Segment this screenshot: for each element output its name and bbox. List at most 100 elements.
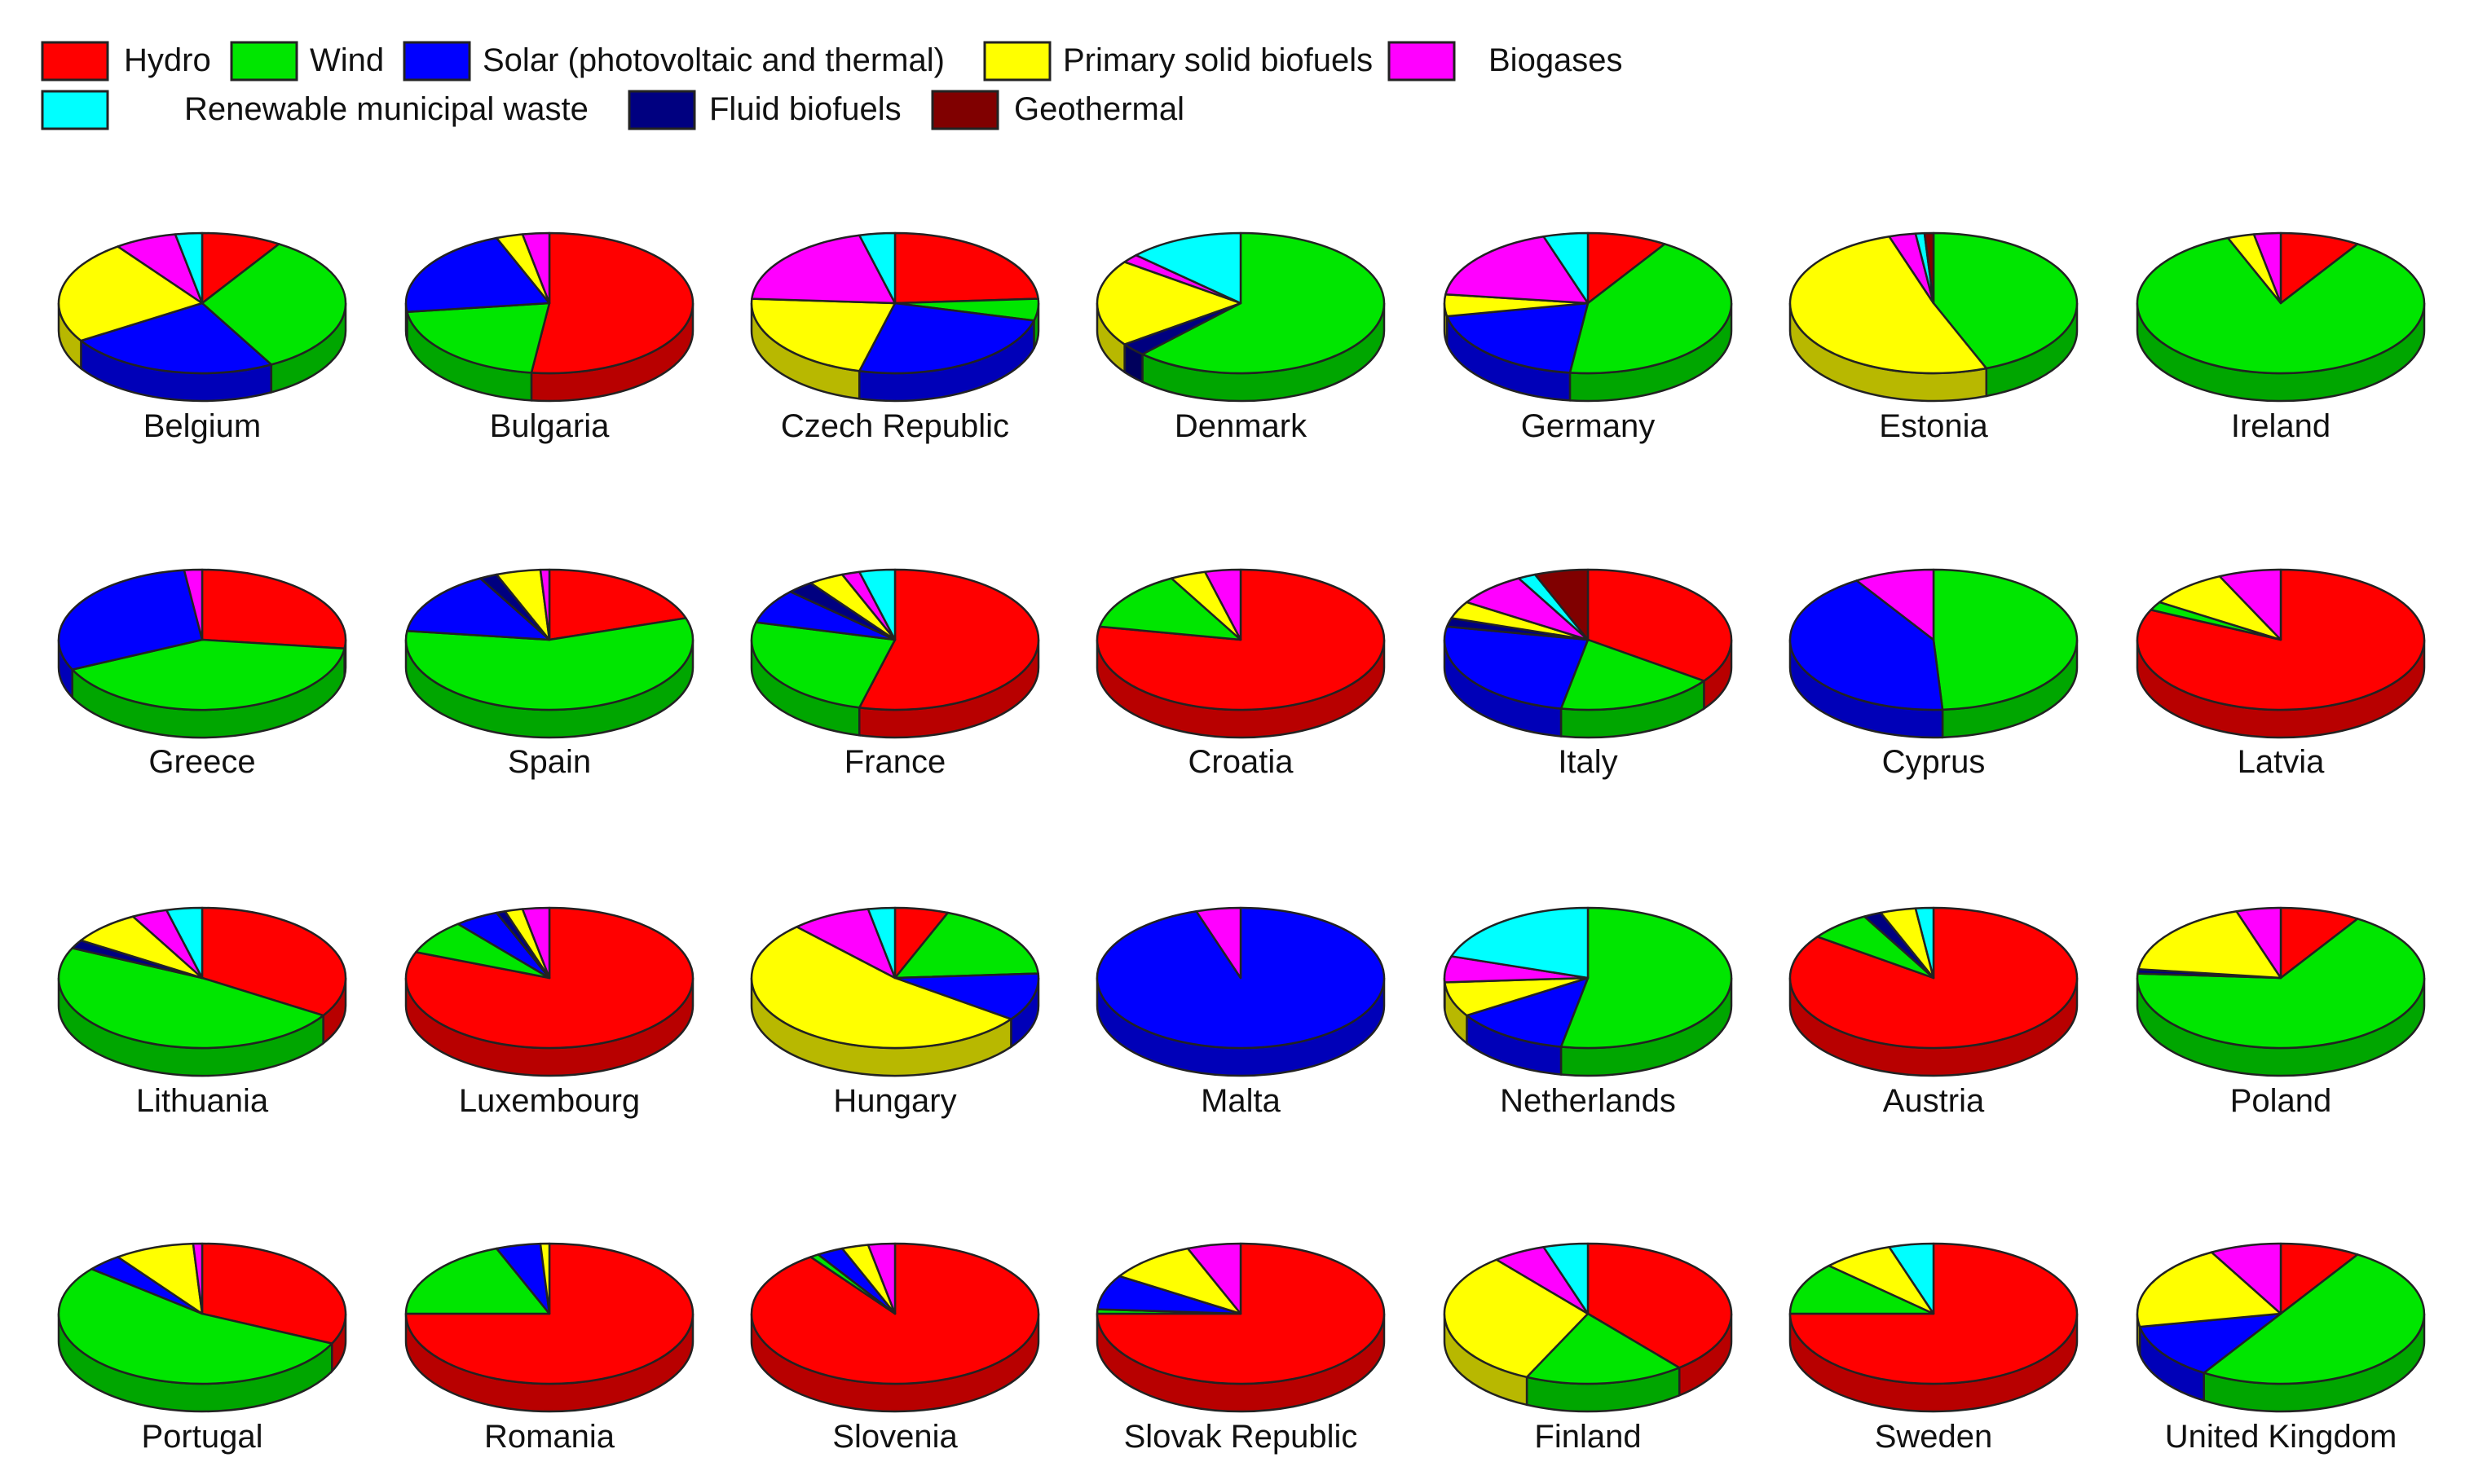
pie-label: Austria: [1883, 1083, 1985, 1119]
pie-slice-biogases: [1444, 235, 1590, 305]
pie-united-kingdom: United Kingdom: [2136, 1242, 2426, 1455]
pie-slice-hydro: [201, 1242, 347, 1345]
pie-bulgaria: Bulgaria: [404, 231, 695, 444]
pie-slice-hydro: [530, 231, 695, 375]
pie-slice-solar-photovoltaic-and-thermal: [80, 302, 273, 375]
pie-slice-geothermal: [1923, 231, 1935, 305]
pie-label: Belgium: [143, 408, 262, 444]
pie-slice-renewable-municipal-waste: [858, 231, 897, 305]
pie-slice-renewable-municipal-waste: [174, 231, 204, 305]
pie-label: Malta: [1201, 1083, 1281, 1119]
pie-slice-primary-solid-biofuels: [57, 245, 204, 342]
pie-slice-solar-photovoltaic-and-thermal: [1096, 906, 1386, 1050]
pie-slice-biogases: [539, 568, 551, 641]
pie-slice-wind: [1932, 231, 2079, 370]
pie-grid: Belgium Bulgaria Czech Republic Denmark Germ…: [57, 231, 2426, 1455]
pie-france: France: [750, 568, 1040, 780]
pie-slice-solar-photovoltaic-and-thermal: [406, 577, 551, 641]
legend-label: Hydro: [124, 42, 211, 78]
pie-slice-biogases: [2210, 1242, 2282, 1315]
pie-slice-biogases: [521, 231, 551, 305]
pie-latvia: Latvia: [2136, 568, 2426, 780]
pie-label: Slovak Republic: [1124, 1419, 1358, 1455]
pie-slice-wind: [1568, 243, 1733, 375]
pie-slice-biogases: [521, 906, 551, 980]
pie-label: Czech Republic: [781, 408, 1009, 444]
pie-label: Slovenia: [832, 1419, 958, 1455]
pie-slice-biogases: [2252, 231, 2282, 305]
pie-slice-wind: [2136, 918, 2426, 1050]
pie-slice-renewable-municipal-waste: [858, 568, 897, 641]
pie-slice-wind: [406, 302, 551, 374]
pie-slice-hydro: [2136, 568, 2426, 711]
legend-label: Primary solid biofuels: [1063, 42, 1373, 78]
pie-slice-wind: [750, 621, 897, 709]
pie-slice-solar-photovoltaic-and-thermal: [1466, 976, 1590, 1048]
pie-slice-wind: [71, 638, 346, 711]
pie-slice-wind: [1098, 577, 1242, 641]
pie-slice-hydro: [1788, 906, 2079, 1050]
pie-slice-primary-solid-biofuels: [539, 1242, 551, 1315]
pie-slice-biogases: [183, 568, 204, 641]
pie-slice-hydro: [1096, 1242, 1386, 1385]
pie-slice-wind: [1559, 638, 1705, 711]
pie-slice-renewable-municipal-waste: [1542, 1242, 1590, 1315]
chart-legend: Hydro Wind Solar (photovoltaic and thermal…: [41, 41, 1623, 130]
pie-slice-hydro: [1586, 231, 1666, 305]
pie-label: Bulgaria: [490, 408, 611, 444]
pie-label: Hungary: [833, 1083, 956, 1119]
pie-slice-wind: [1141, 231, 1386, 375]
pie-slice-biogases: [1466, 577, 1590, 641]
pie-slice-hydro: [404, 1242, 695, 1385]
pie-slice-wind: [1525, 1312, 1681, 1385]
pie-slice-hydro: [201, 568, 347, 650]
pie-slice-biogases: [2218, 568, 2282, 641]
pie-slice-solar-photovoltaic-and-thermal: [57, 569, 204, 671]
pie-slice-primary-solid-biofuels: [1096, 261, 1242, 346]
pie-ireland: Ireland: [2136, 231, 2426, 444]
pie-slice-solar-photovoltaic-and-thermal: [2138, 1312, 2282, 1374]
pie-label: Latvia: [2238, 744, 2325, 780]
pie-estonia: Estonia: [1788, 231, 2079, 444]
pie-slice-hydro: [1096, 568, 1386, 711]
pie-slice-hydro: [404, 906, 695, 1050]
legend-item-geothermal: Geothermal: [931, 90, 1184, 130]
pie-greece: Greece: [57, 568, 347, 780]
legend-item-hydro: Hydro: [41, 41, 211, 81]
pie-slice-hydro: [858, 568, 1040, 711]
pie-slice-biogases: [866, 1242, 897, 1315]
pie-finland: Finland: [1443, 1242, 1733, 1455]
pie-label: Finland: [1534, 1419, 1641, 1455]
pie-label: Estonia: [1879, 408, 1988, 444]
pie-slice-biogases: [2235, 906, 2282, 980]
pie-slice-wind: [415, 923, 551, 980]
pie-slice-wind: [1932, 568, 2079, 711]
legend-swatch-fluid-biofuels: [628, 90, 696, 130]
pie-slice-primary-solid-biofuels: [1443, 1258, 1590, 1379]
pie-slice-primary-solid-biofuels: [1788, 235, 1988, 375]
pie-germany: Germany: [1443, 231, 1733, 444]
pie-slice-solar-photovoltaic-and-thermal: [1788, 579, 1944, 711]
pie-slice-solar-photovoltaic-and-thermal: [1443, 625, 1590, 710]
pie-slice-hydro: [750, 1242, 1040, 1385]
pie-slice-wind: [57, 1267, 333, 1385]
pie-slice-hydro: [1586, 568, 1733, 682]
pie-slice-hydro: [1788, 1242, 2079, 1385]
pie-label: Croatia: [1188, 744, 1294, 780]
pie-slice-wind: [57, 947, 324, 1050]
pie-czech-republic: Czech Republic: [750, 231, 1040, 444]
pie-austria: Austria: [1788, 906, 2079, 1119]
pie-label: Romania: [484, 1419, 615, 1455]
pie-slice-wind: [893, 911, 1039, 980]
pie-denmark: Denmark: [1096, 231, 1386, 444]
pie-slice-renewable-municipal-waste: [1888, 1242, 1935, 1315]
pie-slice-primary-solid-biofuels: [1118, 1247, 1242, 1315]
pie-poland: Poland: [2136, 906, 2426, 1119]
pie-belgium: Belgium: [57, 231, 347, 444]
pie-slice-solar-photovoltaic-and-thermal: [404, 236, 551, 314]
pie-slice-primary-solid-biofuels: [750, 297, 897, 372]
pie-label: Ireland: [2231, 408, 2331, 444]
pie-slice-biogases: [1203, 568, 1242, 641]
pie-label: Netherlands: [1500, 1083, 1676, 1119]
